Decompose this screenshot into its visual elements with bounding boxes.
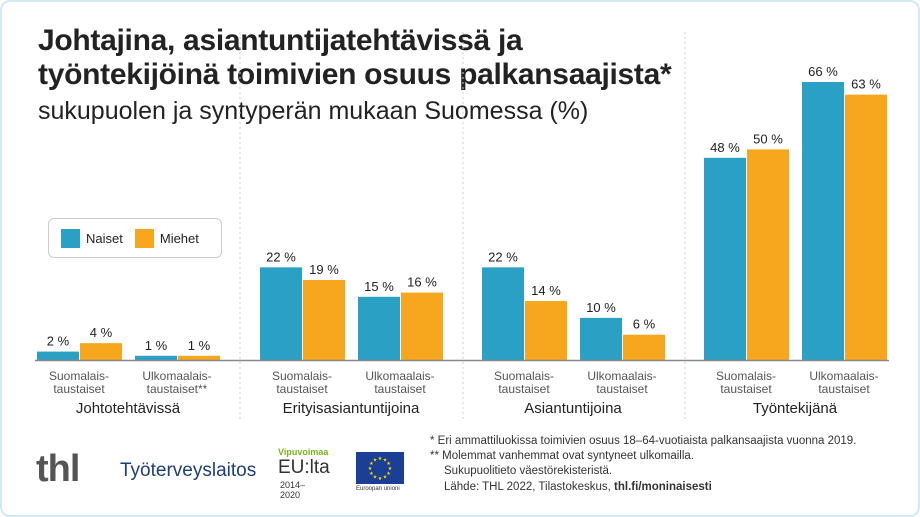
group-label: Työntekijänä: [753, 400, 838, 417]
group-label: Asiantuntijoina: [524, 400, 622, 417]
bar-naiset: [260, 267, 302, 360]
star-icon: ★: [386, 461, 391, 467]
data-label: 1 %: [145, 338, 168, 353]
eu-lta-logo: EU:lta: [278, 457, 330, 478]
bar-miehet: [747, 149, 789, 360]
data-label: 22 %: [266, 249, 296, 264]
category-label: Suomalais-: [494, 369, 554, 383]
bar-naiset: [482, 267, 524, 360]
legend-miehet: Miehet: [134, 228, 199, 248]
category-label: Ulkomaalais-: [365, 369, 434, 383]
data-label: 16 %: [407, 275, 437, 290]
star-icon: ★: [386, 471, 391, 477]
bar-miehet: [845, 94, 887, 361]
footnote-2: ** Molemmat vanhemmat ovat syntyneet ulk…: [430, 450, 694, 462]
data-label: 2 %: [47, 334, 70, 349]
category-label: Ulkomaalais-: [142, 369, 211, 383]
legend-swatch-miehet: [134, 228, 154, 248]
group-label: Johtotehtävissä: [76, 400, 181, 417]
bar-naiset: [802, 82, 844, 360]
star-icon: ★: [378, 456, 383, 462]
data-label: 19 %: [309, 262, 339, 277]
thl-logo: thl: [36, 448, 80, 490]
data-label: 48 %: [710, 140, 740, 155]
data-label: 15 %: [364, 279, 394, 294]
data-label: 4 %: [90, 325, 113, 340]
category-label: Suomalais-: [272, 369, 332, 383]
category-label: taustaiset**: [147, 382, 208, 396]
star-icon: ★: [373, 457, 378, 463]
category-label: taustaiset: [720, 382, 772, 396]
bar-naiset: [135, 355, 177, 360]
star-icon: ★: [369, 461, 374, 467]
data-label: 6 %: [633, 317, 656, 332]
category-label: taustaiset: [818, 382, 870, 396]
bar-miehet: [623, 334, 665, 360]
data-label: 1 %: [188, 338, 211, 353]
bar-naiset: [580, 317, 622, 360]
star-icon: ★: [388, 466, 393, 472]
data-label: 50 %: [753, 131, 783, 146]
chart-title: Johtajina, asiantuntijatehtävissä ja työ…: [38, 24, 678, 128]
star-icon: ★: [378, 476, 383, 482]
data-label: 14 %: [531, 283, 561, 298]
star-icon: ★: [383, 457, 388, 463]
star-icon: ★: [368, 466, 373, 472]
star-icon: ★: [373, 475, 378, 481]
category-label: Ulkomaalais-: [587, 369, 656, 383]
legend: Naiset Miehet: [48, 218, 222, 258]
star-icon: ★: [369, 471, 374, 477]
legend-naiset: Naiset: [61, 228, 123, 248]
eu-years: 2014–2020: [280, 480, 306, 500]
footnotes: * Eri ammattiluokissa toimivien osuus 18…: [430, 434, 856, 495]
star-icon: ★: [383, 475, 388, 481]
data-label: 10 %: [586, 300, 616, 315]
category-label: Suomalais-: [49, 369, 109, 383]
bar-miehet: [80, 343, 122, 360]
bar-chart: 2 % 4 % Suomalais-taustaiset 1 % 1 % Ulkomaal…: [35, 32, 889, 420]
tyoterveyslaitos-logo: Työterveyslaitos: [120, 460, 257, 481]
data-label: 66 %: [808, 64, 838, 79]
title-bold: Johtajina, asiantuntijatehtävissä ja työ…: [38, 24, 660, 91]
bar-miehet: [525, 301, 567, 360]
data-label: 22 %: [488, 249, 518, 264]
category-label: taustaiset: [276, 382, 328, 396]
eu-flag-label: Euroopan unioni: [356, 486, 400, 492]
category-label: Ulkomaalais-: [809, 369, 878, 383]
legend-label: Miehet: [159, 230, 199, 246]
title-star: *: [660, 58, 672, 91]
category-label: taustaiset: [53, 382, 105, 396]
category-label: taustaiset: [374, 382, 426, 396]
bar-naiset: [358, 296, 400, 360]
data-label: 63 %: [851, 77, 881, 92]
category-label: taustaiset: [498, 382, 550, 396]
category-label: Suomalais-: [716, 369, 776, 383]
footnote-1: * Eri ammattiluokissa toimivien osuus 18…: [430, 435, 857, 447]
footnote-3: Sukupuolitieto väestörekisteristä.: [444, 465, 613, 477]
category-label: taustaiset: [596, 382, 648, 396]
bar-miehet: [178, 355, 220, 360]
eu-flag-icon: ★ ★ ★ ★ ★ ★ ★ ★ ★ ★ ★ ★: [356, 452, 404, 484]
bar-naiset: [704, 157, 746, 360]
bar-naiset: [37, 351, 79, 360]
bar-miehet: [401, 292, 443, 360]
group-label: Erityisasiantuntijoina: [283, 400, 420, 417]
source-link[interactable]: thl.fi/moninaisesti: [614, 481, 712, 493]
legend-label: Naiset: [86, 230, 123, 246]
bar-miehet: [303, 279, 345, 360]
source: Lähde: THL 2022, Tilastokeskus,: [444, 481, 615, 493]
title-subtitle: sukupuolen ja syntyperän mukaan Suomessa…: [38, 97, 589, 125]
legend-swatch-naiset: [61, 228, 80, 248]
vipuvoimaa-logo: Vipuvoimaa: [278, 447, 329, 457]
